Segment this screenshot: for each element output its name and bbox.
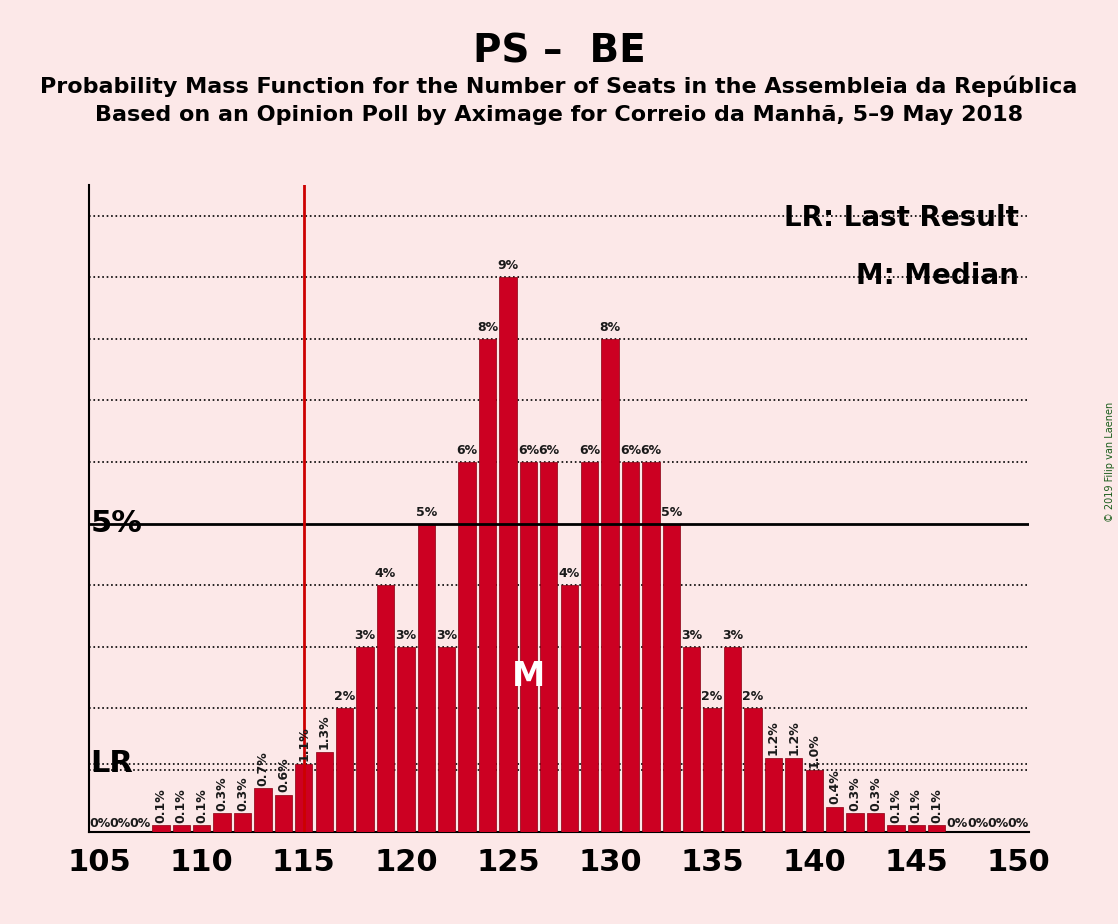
Bar (234, 813, 252, 832)
Text: 1.2%: 1.2% (767, 721, 780, 755)
Bar (805, 770, 823, 832)
Bar (275, 795, 292, 832)
Text: LR: LR (91, 749, 133, 778)
Text: 0.4%: 0.4% (828, 770, 841, 805)
Text: 3%: 3% (681, 629, 702, 642)
Text: 0%: 0% (1007, 818, 1029, 831)
Text: 0.6%: 0.6% (277, 758, 290, 792)
Bar (581, 462, 598, 832)
Bar (826, 807, 843, 832)
Text: 5%: 5% (661, 505, 682, 518)
Bar (214, 813, 230, 832)
Text: 8%: 8% (477, 321, 499, 334)
Bar (418, 524, 435, 832)
Text: 4%: 4% (375, 567, 396, 580)
Text: 0.3%: 0.3% (216, 776, 229, 810)
Text: Probability Mass Function for the Number of Seats in the Assembleia da República: Probability Mass Function for the Number… (40, 76, 1078, 97)
Bar (765, 758, 781, 832)
Bar (500, 277, 517, 832)
Text: 6%: 6% (518, 444, 539, 457)
Bar (172, 825, 190, 832)
Text: 6%: 6% (641, 444, 662, 457)
Bar (560, 585, 578, 832)
Bar (337, 709, 353, 832)
Text: LR: Last Result: LR: Last Result (785, 204, 1020, 232)
Bar (152, 825, 170, 832)
Bar (745, 709, 761, 832)
Text: 2%: 2% (742, 690, 764, 703)
Text: 0%: 0% (110, 818, 131, 831)
Bar (928, 825, 946, 832)
Text: 0.1%: 0.1% (930, 788, 944, 823)
Text: 3%: 3% (722, 629, 743, 642)
Bar (866, 813, 884, 832)
Bar (357, 647, 373, 832)
Text: 8%: 8% (599, 321, 620, 334)
Text: 3%: 3% (354, 629, 376, 642)
Text: 4%: 4% (559, 567, 580, 580)
Bar (908, 825, 925, 832)
Text: 1.3%: 1.3% (318, 714, 331, 749)
Text: 0.3%: 0.3% (869, 776, 882, 810)
Text: 9%: 9% (498, 260, 519, 273)
Bar (601, 339, 618, 832)
Text: 0%: 0% (947, 818, 968, 831)
Bar (438, 647, 455, 832)
Text: 1.1%: 1.1% (297, 726, 311, 761)
Bar (295, 764, 313, 832)
Text: 0.1%: 0.1% (910, 788, 922, 823)
Bar (703, 709, 721, 832)
Text: 5%: 5% (91, 509, 142, 538)
Text: 6%: 6% (619, 444, 641, 457)
Bar (377, 585, 395, 832)
Text: 0%: 0% (987, 818, 1008, 831)
Text: 0%: 0% (89, 818, 111, 831)
Text: © 2019 Filip van Laenen: © 2019 Filip van Laenen (1106, 402, 1115, 522)
Text: M: Median: M: Median (856, 262, 1020, 290)
Text: 6%: 6% (538, 444, 559, 457)
Bar (723, 647, 741, 832)
Bar (254, 788, 272, 832)
Bar (683, 647, 700, 832)
Text: PS –  BE: PS – BE (473, 32, 645, 70)
Bar (315, 751, 333, 832)
Text: 0.7%: 0.7% (256, 751, 269, 786)
Text: 0.1%: 0.1% (174, 788, 188, 823)
Text: 2%: 2% (334, 690, 356, 703)
Bar (397, 647, 415, 832)
Bar (540, 462, 558, 832)
Text: 3%: 3% (436, 629, 457, 642)
Text: 3%: 3% (396, 629, 416, 642)
Bar (888, 825, 904, 832)
Text: 0.3%: 0.3% (849, 776, 862, 810)
Text: 5%: 5% (416, 505, 437, 518)
Text: 0%: 0% (967, 818, 988, 831)
Bar (193, 825, 210, 832)
Text: 2%: 2% (701, 690, 722, 703)
Text: 0.1%: 0.1% (196, 788, 208, 823)
Bar (642, 462, 660, 832)
Text: 1.2%: 1.2% (787, 721, 800, 755)
Bar (663, 524, 680, 832)
Bar (622, 462, 639, 832)
Text: 0.3%: 0.3% (236, 776, 249, 810)
Bar (479, 339, 496, 832)
Text: 6%: 6% (579, 444, 600, 457)
Text: 0.1%: 0.1% (889, 788, 902, 823)
Bar (846, 813, 864, 832)
Text: 0.1%: 0.1% (154, 788, 168, 823)
Text: 6%: 6% (456, 444, 477, 457)
Bar (785, 758, 803, 832)
Text: 0%: 0% (130, 818, 151, 831)
Text: 1.0%: 1.0% (807, 733, 821, 768)
Bar (520, 462, 537, 832)
Bar (458, 462, 476, 832)
Text: Based on an Opinion Poll by Aximage for Correio da Manhã, 5–9 May 2018: Based on an Opinion Poll by Aximage for … (95, 105, 1023, 126)
Text: M: M (512, 660, 544, 693)
